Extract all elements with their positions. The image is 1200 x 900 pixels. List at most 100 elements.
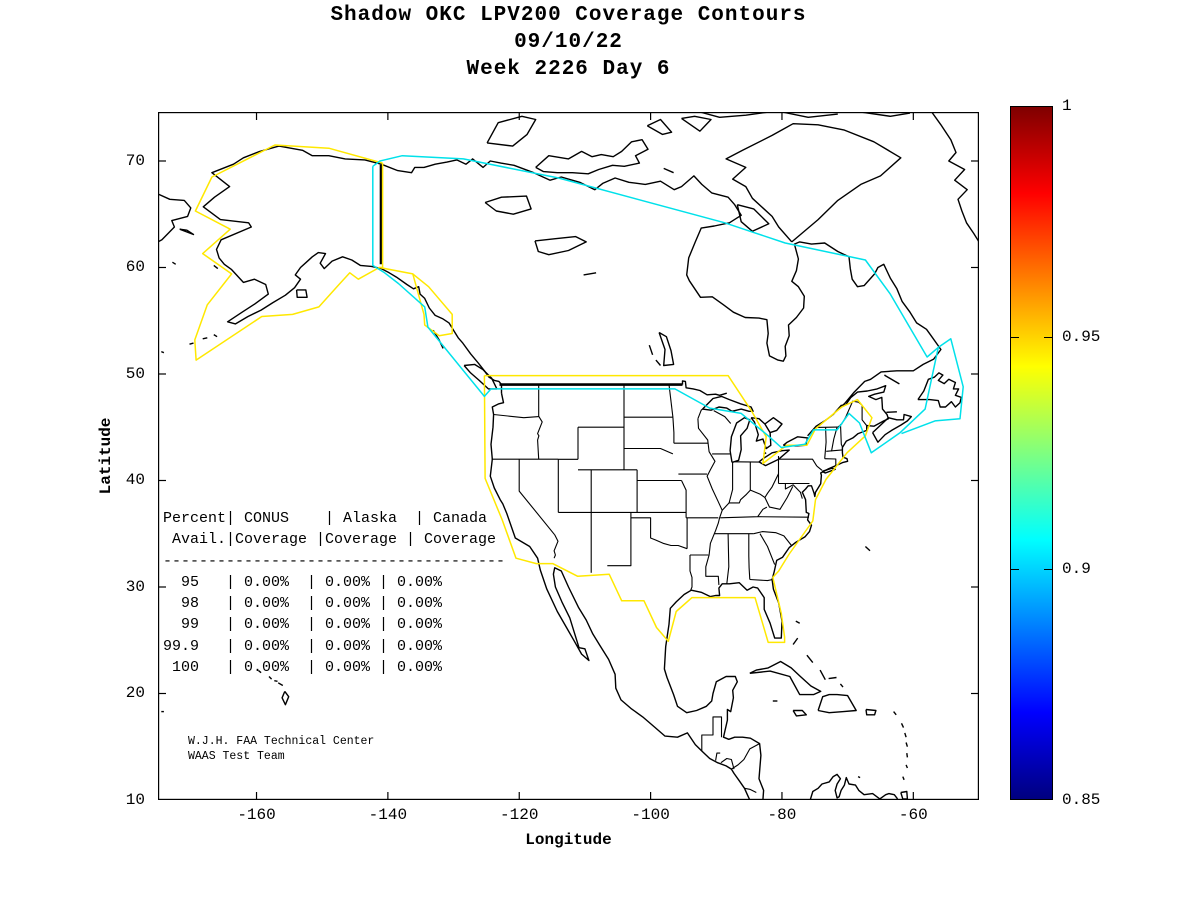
map-path-state bbox=[784, 483, 803, 499]
colorbar-tick-label: 0.9 bbox=[1062, 559, 1091, 578]
map-path-state bbox=[720, 506, 768, 519]
map-path-state bbox=[764, 486, 794, 510]
map-path-coast bbox=[865, 708, 877, 716]
attribution-text: W.J.H. FAA Technical Center WAAS Test Te… bbox=[188, 735, 375, 763]
map-path-coast bbox=[158, 193, 192, 243]
x-tick-label: -80 bbox=[767, 806, 797, 824]
map-path-yellow bbox=[379, 266, 453, 337]
map-path-coast bbox=[792, 637, 799, 645]
colorbar-tick-label: 0.95 bbox=[1062, 328, 1101, 347]
map-path-coast bbox=[795, 620, 801, 624]
map-path-state bbox=[757, 516, 809, 518]
map-path-coast bbox=[821, 467, 836, 474]
map-path-state bbox=[830, 427, 838, 452]
map-path-state bbox=[697, 408, 703, 419]
map-path-coast bbox=[906, 753, 909, 758]
map-path-coast bbox=[792, 709, 807, 717]
x-tick-label: -60 bbox=[898, 806, 928, 824]
map-path-state bbox=[518, 459, 556, 536]
map-path-coast bbox=[274, 680, 278, 682]
map-path-state bbox=[749, 578, 773, 582]
coverage-table: Percent| CONUS | Alaska | Canada Avail.|… bbox=[163, 510, 506, 677]
map-path-coast bbox=[904, 732, 907, 738]
map-path-state bbox=[728, 461, 734, 504]
map-path-state bbox=[744, 787, 757, 793]
map-path-state bbox=[668, 384, 674, 418]
chart-title-line3: Week 2226 Day 6 bbox=[466, 58, 671, 81]
map-path-state bbox=[553, 534, 559, 559]
colorbar-tick-mark bbox=[1044, 568, 1052, 570]
map-path-coast bbox=[663, 167, 674, 174]
map-path-state bbox=[689, 555, 693, 591]
map-path-state bbox=[824, 427, 827, 459]
map-path-coast bbox=[213, 334, 218, 338]
map-path-coast bbox=[213, 264, 219, 270]
y-tick-label: 60 bbox=[125, 258, 145, 277]
map-path-coast bbox=[736, 204, 770, 233]
map-path-coast bbox=[648, 344, 654, 356]
y-tick-label: 50 bbox=[125, 364, 145, 383]
map-path-state bbox=[624, 447, 674, 455]
map-path-state bbox=[493, 413, 539, 419]
map-path-yellow bbox=[194, 144, 384, 361]
map-path-state bbox=[748, 533, 751, 580]
map-path-coast bbox=[202, 145, 503, 394]
plot-border bbox=[158, 112, 979, 800]
map-path-coast bbox=[534, 235, 587, 256]
map-path-coast bbox=[655, 359, 662, 366]
colorbar-tick-mark bbox=[1011, 337, 1019, 339]
map-path-coast bbox=[699, 112, 769, 119]
map-path-coast bbox=[749, 660, 822, 696]
map-path-cyan bbox=[372, 166, 964, 454]
map-path-coast bbox=[161, 350, 165, 354]
map-path-coast bbox=[381, 158, 942, 427]
map-path-coast bbox=[663, 425, 868, 800]
colorbar-tick-label: 1 bbox=[1062, 97, 1072, 115]
map-path-coast bbox=[486, 115, 537, 147]
map-path-coast bbox=[809, 773, 899, 800]
map-path-coast bbox=[839, 683, 844, 688]
map-path-state bbox=[720, 757, 735, 770]
y-tick-label: 20 bbox=[125, 684, 145, 703]
map-path-coast bbox=[658, 331, 675, 367]
map-path-yellow bbox=[483, 374, 873, 644]
map-path-coast bbox=[917, 372, 962, 408]
map-path-state bbox=[816, 465, 823, 471]
map-path-coast bbox=[681, 115, 712, 132]
map-path-coast bbox=[864, 545, 871, 552]
x-tick-label: -100 bbox=[631, 806, 670, 824]
y-tick-label: 30 bbox=[125, 577, 145, 596]
map-path-coast bbox=[902, 776, 905, 781]
map-path-coast bbox=[583, 272, 597, 276]
map-path-state bbox=[713, 410, 732, 424]
x-tick-label: -140 bbox=[368, 806, 408, 824]
map-path-coast bbox=[750, 417, 772, 450]
map-path-coast bbox=[871, 413, 912, 443]
map-svg bbox=[158, 112, 979, 800]
map-path-coast bbox=[535, 139, 649, 175]
map-path-state bbox=[839, 423, 843, 448]
map-path-coast bbox=[484, 195, 532, 215]
map-path-coast bbox=[905, 764, 909, 769]
colorbar-tick-mark bbox=[1011, 568, 1019, 570]
map-path-state bbox=[607, 512, 632, 567]
colorbar bbox=[1010, 106, 1053, 800]
map-path-coast bbox=[489, 393, 751, 800]
y-tick-label: 10 bbox=[125, 791, 145, 809]
map-path-coast bbox=[295, 289, 308, 299]
colorbar-tick-label: 0.85 bbox=[1062, 791, 1101, 809]
map-path-coast bbox=[828, 676, 837, 680]
map-path-state bbox=[630, 517, 688, 550]
map-path-state bbox=[715, 752, 721, 761]
map-path-coast bbox=[702, 395, 754, 412]
map-path-coast bbox=[725, 122, 902, 243]
map-path-coast bbox=[857, 775, 861, 779]
map-path-coast bbox=[819, 669, 826, 681]
map-path-state bbox=[778, 458, 818, 467]
chart-title-line2: 09/10/22 bbox=[514, 31, 623, 54]
map-path-state bbox=[824, 458, 837, 466]
map-path-coast bbox=[886, 411, 897, 413]
map-path-coast bbox=[905, 742, 909, 747]
map-path-state bbox=[672, 417, 675, 444]
map-path-coast bbox=[900, 790, 909, 800]
